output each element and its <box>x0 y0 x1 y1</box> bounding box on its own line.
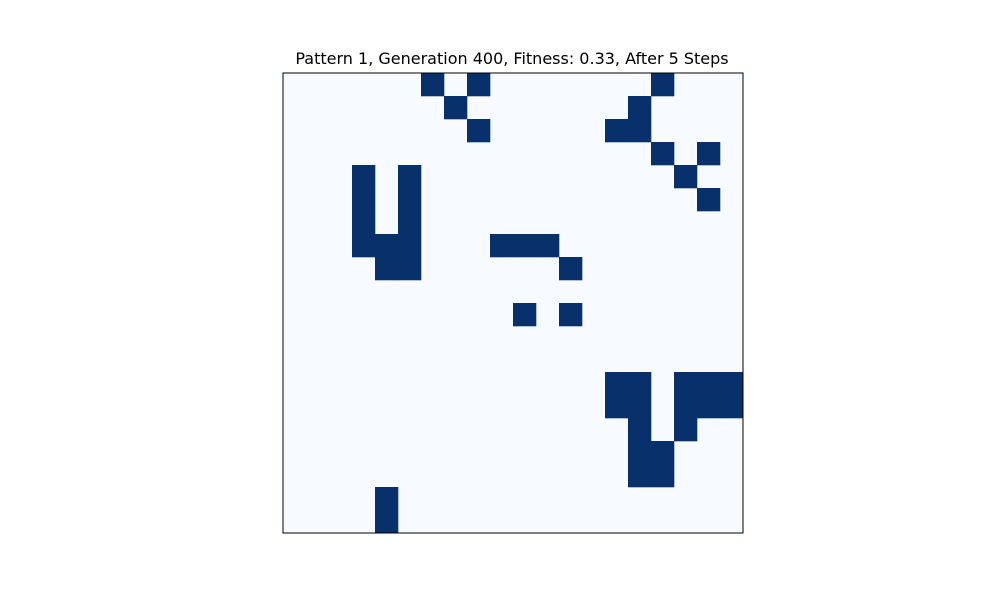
alive-cell <box>352 211 376 235</box>
alive-cell <box>536 234 560 258</box>
alive-cell <box>697 372 721 396</box>
alive-cell <box>375 487 399 511</box>
alive-cell <box>720 395 744 419</box>
alive-cell <box>674 418 698 442</box>
alive-cell <box>352 165 376 189</box>
alive-cell <box>444 96 468 120</box>
alive-cell <box>467 73 491 97</box>
alive-cell <box>352 188 376 212</box>
plot-area <box>282 72 744 534</box>
plot-frame <box>282 72 744 534</box>
alive-cell <box>375 510 399 534</box>
alive-cell <box>605 119 629 143</box>
alive-cell <box>651 73 675 97</box>
alive-cell <box>398 188 422 212</box>
alive-cell <box>559 257 583 281</box>
alive-cell <box>398 257 422 281</box>
alive-cell <box>513 234 537 258</box>
alive-cell <box>674 395 698 419</box>
alive-cell <box>559 303 583 327</box>
alive-cell <box>651 142 675 166</box>
alive-cell <box>605 395 629 419</box>
alive-cell <box>628 372 652 396</box>
alive-cell <box>651 441 675 465</box>
alive-cell <box>697 188 721 212</box>
alive-cell <box>467 119 491 143</box>
alive-cell <box>628 395 652 419</box>
alive-cell <box>628 441 652 465</box>
alive-cell <box>697 395 721 419</box>
alive-cell <box>674 165 698 189</box>
alive-cell <box>628 96 652 120</box>
alive-cell <box>628 464 652 488</box>
alive-cell <box>375 257 399 281</box>
alive-cell <box>628 418 652 442</box>
alive-cell <box>513 303 537 327</box>
cell-layer <box>352 73 744 534</box>
alive-cell <box>651 464 675 488</box>
alive-cell <box>352 234 376 258</box>
alive-cell <box>398 165 422 189</box>
alive-cell <box>605 372 629 396</box>
alive-cell <box>490 234 514 258</box>
alive-cell <box>398 234 422 258</box>
alive-cell <box>720 372 744 396</box>
alive-cell <box>421 73 445 97</box>
chart-title: Pattern 1, Generation 400, Fitness: 0.33… <box>295 49 728 68</box>
alive-cell <box>697 142 721 166</box>
alive-cell <box>375 234 399 258</box>
alive-cell <box>628 119 652 143</box>
alive-cell <box>398 211 422 235</box>
alive-cell <box>674 372 698 396</box>
